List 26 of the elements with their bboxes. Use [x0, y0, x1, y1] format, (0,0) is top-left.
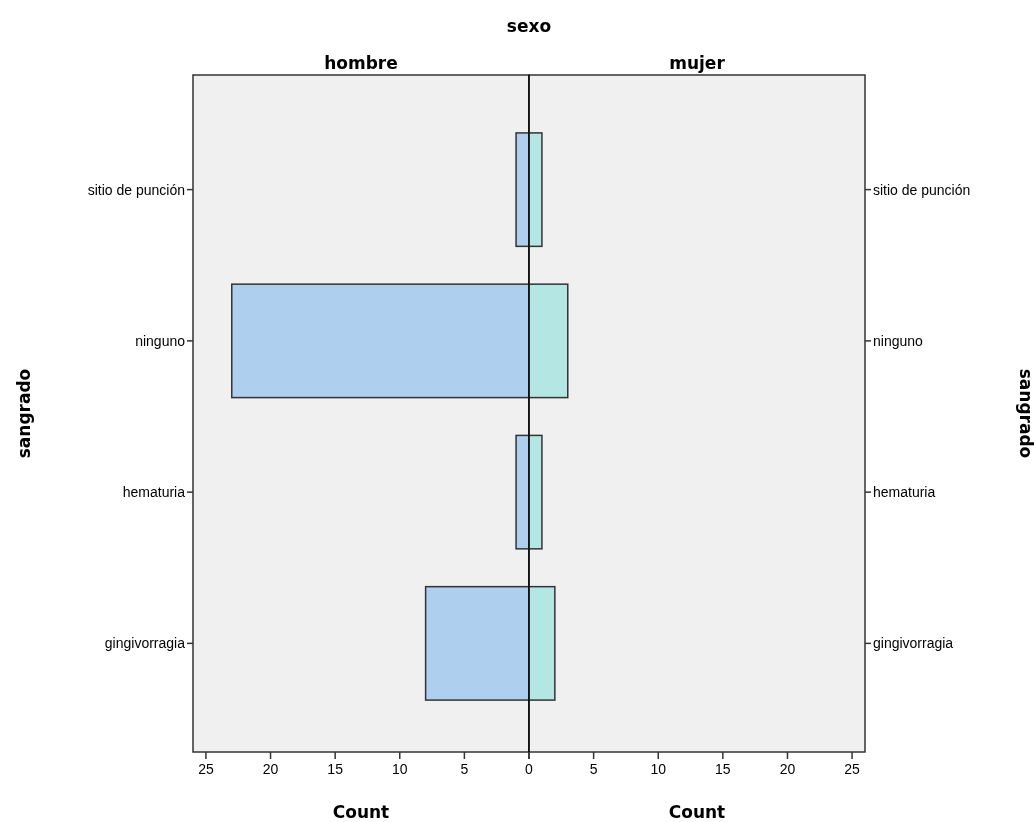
x-tick-label: 5: [589, 761, 598, 777]
x-tick-label: 20: [779, 761, 796, 777]
x-tick-label: 20: [262, 761, 279, 777]
y-tick-label: ninguno: [135, 332, 186, 349]
x-tick-label: 0: [525, 761, 534, 777]
x-tick-label: 5: [460, 761, 469, 777]
x-axis-title: Count: [668, 802, 726, 822]
x-tick-label: 25: [198, 761, 214, 777]
x-axis-title: Count: [332, 802, 390, 822]
y-tick-label: gingivorragia: [873, 635, 954, 652]
x-tick-label: 25: [844, 761, 861, 777]
x-tick-label: 15: [715, 761, 731, 777]
y-axis-title: sangrado: [1016, 368, 1034, 459]
y-tick-label: gingivorragia: [104, 635, 186, 652]
y-tick-label: hematuria: [122, 484, 186, 501]
x-tick-label: 15: [327, 761, 344, 777]
y-tick-label: ninguno: [873, 332, 924, 349]
y-tick-label: sitio de punción: [87, 181, 185, 198]
x-tick-label: 10: [650, 761, 667, 777]
chart-title: hombre: [324, 53, 398, 73]
x-tick-label: 10: [391, 761, 408, 777]
y-tick-label: hematuria: [873, 484, 936, 501]
y-axis-title: sangrado: [14, 368, 34, 459]
chart-title: mujer: [669, 53, 726, 73]
y-tick-label: sitio de punción: [873, 181, 971, 198]
text: sexo: [506, 16, 552, 36]
